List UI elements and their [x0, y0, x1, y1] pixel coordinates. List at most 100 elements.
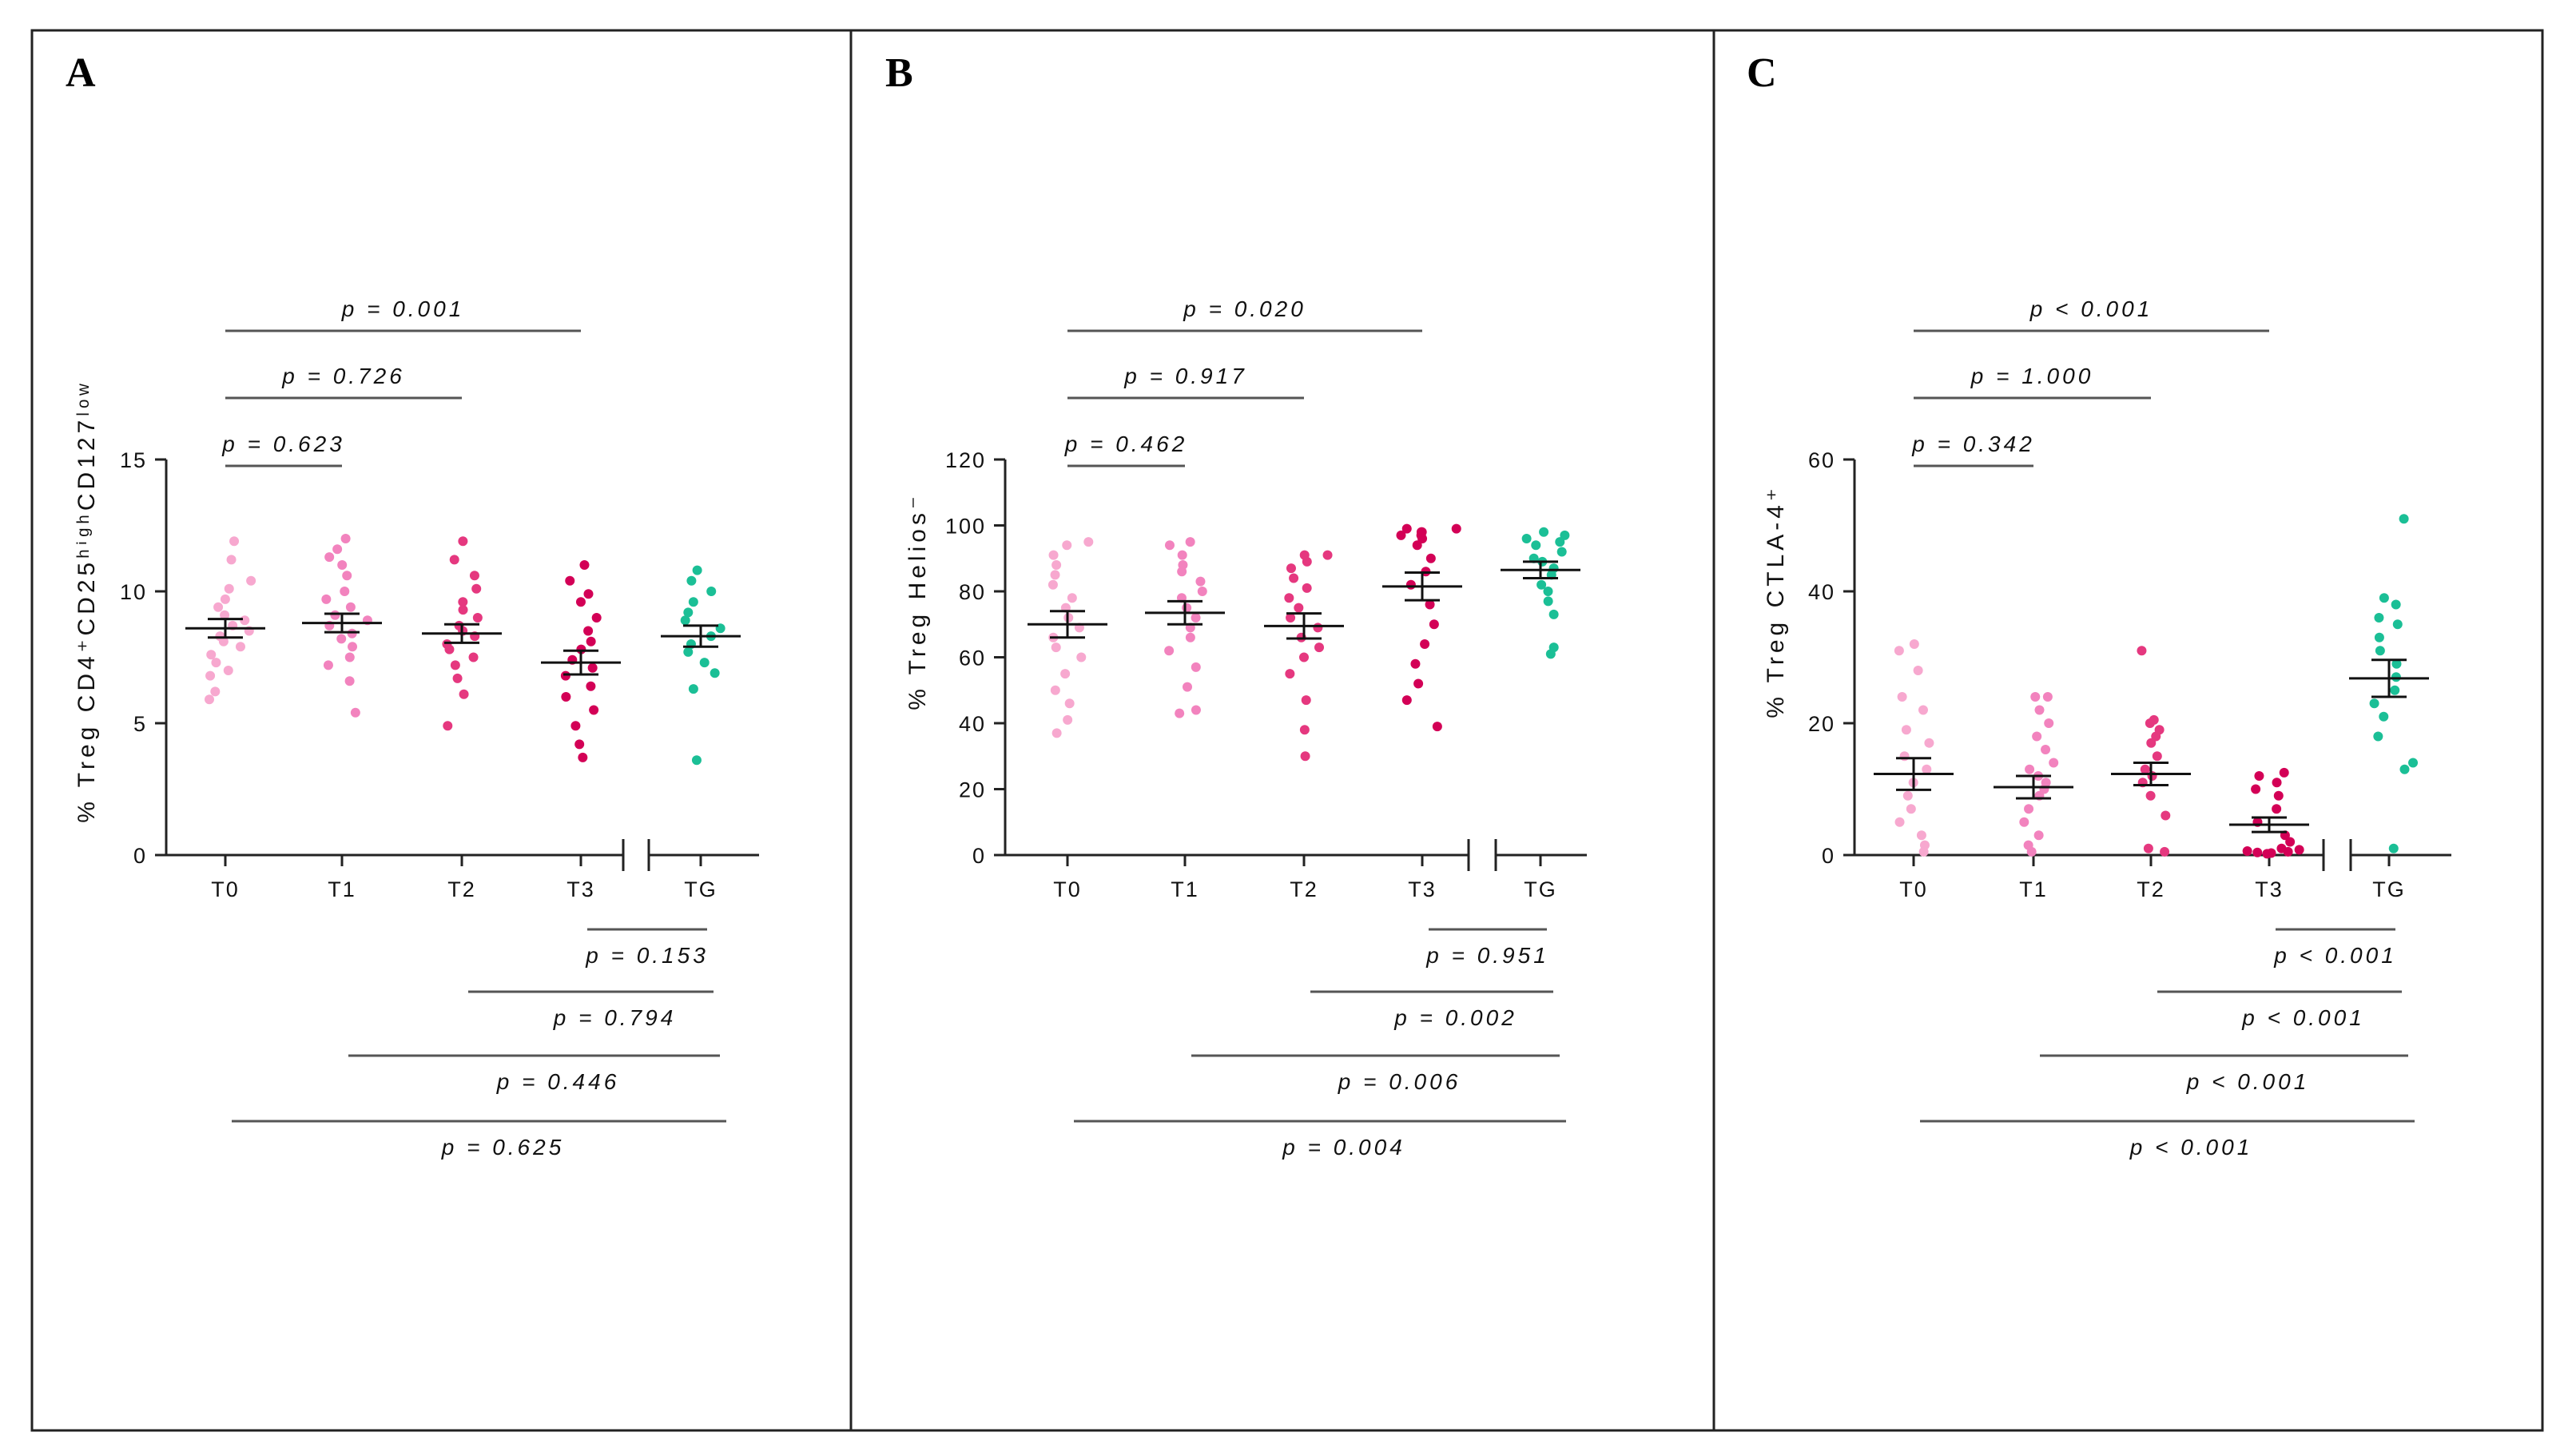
data-point-t0	[1048, 550, 1059, 560]
p-value-label: p < 0.001	[2029, 296, 2153, 321]
data-point-t0	[1897, 692, 1907, 702]
p-value-label: p < 0.001	[2129, 1135, 2253, 1160]
data-point-t3	[583, 589, 594, 599]
data-point-t0	[1918, 705, 1928, 715]
y-tick-label: 80	[959, 580, 986, 604]
data-point-t3	[578, 752, 588, 762]
data-point-t3	[583, 626, 594, 636]
data-point-t0	[1050, 685, 1060, 695]
y-tick-label: 100	[945, 515, 986, 539]
data-point-tg	[2375, 646, 2385, 656]
data-point-t3	[561, 692, 571, 702]
data-point-t2	[450, 660, 460, 670]
data-point-t0	[1894, 817, 1905, 827]
data-point-t2	[469, 571, 479, 581]
data-point-tg	[2408, 758, 2419, 768]
data-point-t2	[458, 536, 468, 547]
data-point-t0	[1909, 639, 1919, 649]
data-point-t2	[1301, 695, 1311, 706]
data-point-t0	[226, 555, 237, 565]
x-tick-label: T0	[1053, 877, 1082, 901]
data-point-t1	[1164, 540, 1175, 551]
data-point-t3	[579, 560, 590, 570]
data-point-t0	[206, 650, 217, 660]
x-tick-label: T2	[1290, 877, 1318, 901]
data-point-t1	[2024, 804, 2034, 814]
data-point-t3	[2242, 846, 2252, 857]
x-tick-label: T3	[2255, 877, 2284, 901]
data-point-t0	[1047, 579, 1058, 590]
y-tick-label: 60	[959, 646, 986, 670]
data-point-t2	[2146, 738, 2157, 748]
data-point-t1	[1182, 603, 1192, 613]
data-point-t1	[2030, 692, 2041, 702]
data-point-t0	[1050, 570, 1060, 580]
data-point-t3	[2252, 847, 2263, 857]
data-point-t1	[332, 544, 343, 555]
data-point-t2	[1284, 593, 1294, 603]
data-point-t1	[2042, 692, 2053, 702]
data-point-t1	[340, 587, 350, 596]
data-point-t3	[2266, 848, 2276, 858]
data-point-t3	[1420, 639, 1430, 649]
data-point-tg	[710, 668, 720, 678]
x-tick-label: T2	[2137, 877, 2165, 901]
data-point-t2	[2140, 764, 2150, 774]
data-point-t0	[1913, 666, 1923, 675]
y-tick-label: 0	[972, 844, 986, 868]
data-point-t3	[1401, 695, 1412, 706]
data-point-tg	[1521, 534, 1532, 543]
data-point-t0	[1051, 560, 1062, 570]
data-point-t1	[344, 652, 355, 662]
data-point-t3	[1412, 540, 1422, 551]
data-point-t1	[1185, 632, 1195, 642]
p-value-label: p < 0.001	[2241, 1005, 2365, 1030]
data-point-t2	[1294, 603, 1304, 613]
data-point-t0	[215, 631, 225, 642]
data-point-t0	[1062, 540, 1072, 551]
data-point-t0	[1902, 790, 1913, 801]
data-point-tg	[2390, 685, 2400, 695]
p-value-label: p = 0.917	[1123, 364, 1247, 388]
data-point-tg	[688, 597, 698, 607]
data-point-t2	[1302, 583, 1312, 593]
data-point-t2	[1313, 623, 1323, 633]
data-point-t1	[323, 660, 333, 670]
data-point-t2	[2160, 846, 2170, 857]
data-point-t2	[1285, 669, 1295, 679]
data-point-t0	[220, 610, 230, 620]
data-point-t1	[1177, 550, 1187, 560]
data-point-t0	[246, 575, 256, 586]
p-value-label: p = 0.153	[585, 943, 709, 968]
data-point-t0	[223, 666, 233, 675]
p-value-label: p = 0.951	[1425, 943, 1549, 968]
panel-letter-a: A	[66, 50, 96, 96]
data-point-t1	[2019, 817, 2029, 827]
data-point-t3	[587, 662, 598, 673]
data-point-t0	[220, 594, 230, 604]
data-point-tg	[1543, 596, 1553, 607]
data-point-t1	[2044, 718, 2054, 728]
data-point-tg	[2391, 658, 2402, 669]
data-point-t1	[324, 552, 335, 563]
y-tick-label: 40	[1808, 580, 1835, 604]
data-point-tg	[1548, 642, 1559, 653]
y-tick-label: 20	[1808, 712, 1835, 736]
data-point-t1	[1191, 705, 1201, 715]
x-tick-label: T2	[447, 877, 476, 901]
p-value-label: p < 0.001	[2273, 943, 2397, 968]
data-point-tg	[1531, 540, 1541, 551]
x-tick-label: T1	[2019, 877, 2048, 901]
p-value-label: p = 0.002	[1393, 1005, 1517, 1030]
data-point-t1	[340, 534, 351, 543]
data-point-t1	[336, 634, 347, 644]
p-value-label: p = 0.001	[341, 296, 465, 321]
data-point-tg	[2379, 593, 2389, 603]
data-point-tg	[688, 684, 698, 694]
panel-letter-b: B	[885, 50, 913, 96]
data-point-tg	[2392, 619, 2403, 630]
data-point-t3	[575, 597, 586, 607]
y-tick-label: 15	[120, 448, 147, 472]
data-point-t1	[344, 676, 355, 686]
p-value-label: p < 0.001	[2186, 1069, 2310, 1094]
